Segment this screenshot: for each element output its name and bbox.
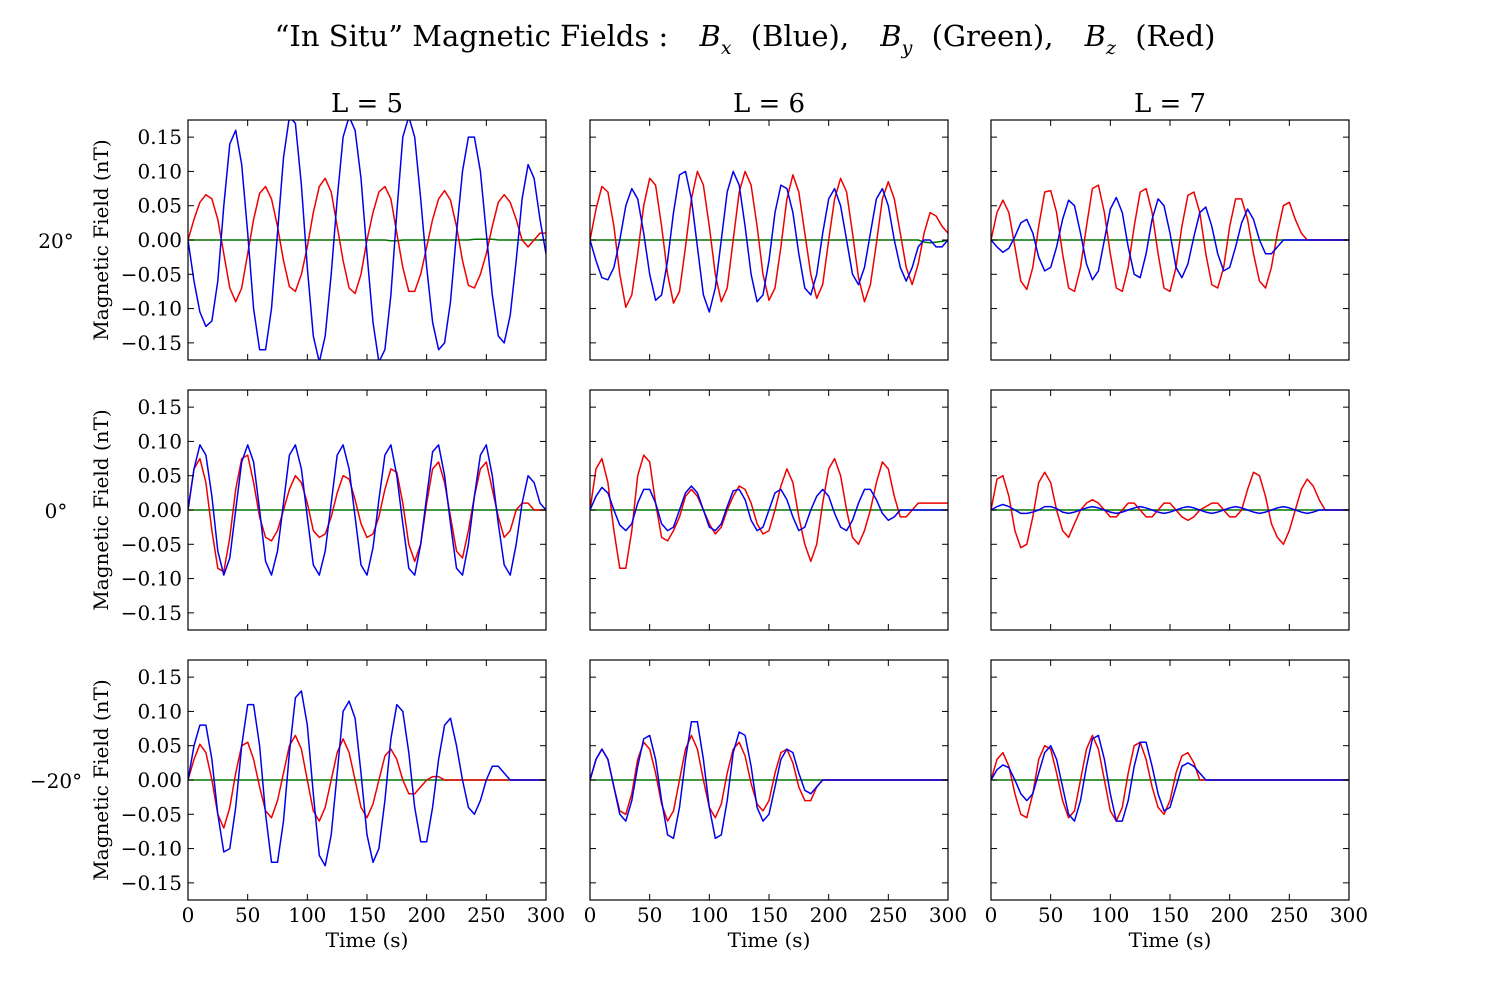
series-bx-line [590,720,948,840]
y-tick-label: 0.10 [137,429,182,453]
panel-r0-c2: L = 7 [990,89,1350,361]
series-by-line [590,239,948,244]
series-bx-line [188,690,546,867]
y-axis-label: Magnetic Field (nT) [89,139,113,340]
x-tick-label: 200 [1211,903,1249,927]
y-tick-label: −0.15 [121,331,182,355]
y-tick-label: 0.15 [137,395,182,419]
x-tick-label: 250 [467,903,505,927]
by-symbol: B [879,19,901,53]
by-subscript: y [901,37,913,59]
y-tick-label: −0.10 [121,837,182,861]
series-bz-line [590,454,948,570]
x-axis-label: Time (s) [1129,928,1212,952]
row-label: −20° [30,769,82,793]
y-tick-label: 0.15 [137,125,182,149]
title-prefix: “In Situ” Magnetic Fields : [275,19,669,53]
panels-layer: −0.15 −0.10 −0.05 0.00 0.05 0.10 0.15 Magnetic … [30,89,1368,952]
y-tick-label: −0.10 [121,567,182,591]
x-tick-label: 100 [690,903,728,927]
bz-color-label: (Red) [1135,19,1215,53]
y-tick-label: 0.00 [137,768,182,792]
series-bz-line [991,471,1349,549]
x-axis-label: Time (s) [728,928,811,952]
y-tick-label: −0.15 [121,871,182,895]
y-tick-label: 0.00 [137,498,182,522]
x-tick-label: 0 [985,903,998,927]
series-bx-line [188,444,546,576]
bx-color-label: (Blue), [751,19,849,53]
y-tick-label: −0.10 [121,297,182,321]
bx-symbol: B [699,19,721,53]
x-tick-label: 150 [348,903,386,927]
x-tick-label: 0 [182,903,195,927]
x-tick-label: 50 [1038,903,1063,927]
y-tick-label: 0.10 [137,699,182,723]
series-bz-line [590,170,948,308]
x-tick-label: 250 [1270,903,1308,927]
panel-r2-c1: 0 50 100 150 200 250 300 Time (s) [584,659,967,952]
series-bz-line [188,177,546,303]
y-tick-label: 0.05 [137,464,182,488]
series-bx-line [188,120,546,360]
x-tick-label: 300 [1330,903,1368,927]
x-tick-label: 50 [637,903,662,927]
panel-r2-c0: −0.15 −0.10 −0.05 0.00 0.05 0.10 0.15 Magnetic … [30,659,565,952]
x-tick-label: 100 [1091,903,1129,927]
x-axis-label: Time (s) [326,928,409,952]
x-tick-label: 150 [750,903,788,927]
figure-title: “In Situ” Magnetic Fields : Bx (Blue), B… [275,19,1216,61]
x-tick-label: 0 [584,903,597,927]
y-tick-label: −0.15 [121,601,182,625]
y-tick-label: 0.05 [137,194,182,218]
by-color-label: (Green), [932,19,1054,53]
series-bz-line [991,184,1349,293]
column-title: L = 5 [331,89,403,119]
panel-r2-c2: 0 50 100 150 200 250 300 Time (s) [985,659,1368,952]
x-tick-label: 150 [1151,903,1189,927]
x-tick-label: 200 [408,903,446,927]
column-title: L = 6 [733,89,805,119]
panel-r1-c2 [990,389,1350,631]
x-tick-label: 300 [929,903,967,927]
series-bz-line [188,454,546,573]
x-tick-label: 100 [288,903,326,927]
x-tick-label: 300 [527,903,565,927]
x-tick-label: 50 [235,903,260,927]
y-tick-label: 0.10 [137,159,182,183]
x-tick-label: 250 [869,903,907,927]
series-bx-line [590,485,948,532]
series-bx-line [991,196,1349,281]
y-tick-label: −0.05 [121,262,182,286]
y-tick-label: 0.00 [137,228,182,252]
panel-r0-c0: −0.15 −0.10 −0.05 0.00 0.05 0.10 0.15 Magnetic … [38,89,547,361]
y-tick-label: 0.15 [137,665,182,689]
bz-symbol: B [1084,19,1106,53]
series-bz-line [590,734,948,822]
row-label: 20° [38,229,73,253]
series-bx-line [590,170,948,313]
series-bx-line [991,734,1349,822]
y-tick-label: −0.05 [121,532,182,556]
y-axis-label: Magnetic Field (nT) [89,409,113,610]
y-tick-label: 0.05 [137,734,182,758]
panel-r1-c0: −0.15 −0.10 −0.05 0.00 0.05 0.10 0.15 Magnetic … [45,389,547,631]
y-axis-label: Magnetic Field (nT) [89,679,113,880]
column-title: L = 7 [1134,89,1206,119]
row-label: 0° [45,499,68,523]
x-tick-label: 200 [810,903,848,927]
y-tick-label: −0.05 [121,802,182,826]
bz-subscript: z [1105,37,1117,59]
series-bx-line [991,503,1349,515]
panel-r1-c1 [589,389,949,631]
panel-r0-c1: L = 6 [589,89,949,361]
bx-subscript: x [721,37,732,59]
